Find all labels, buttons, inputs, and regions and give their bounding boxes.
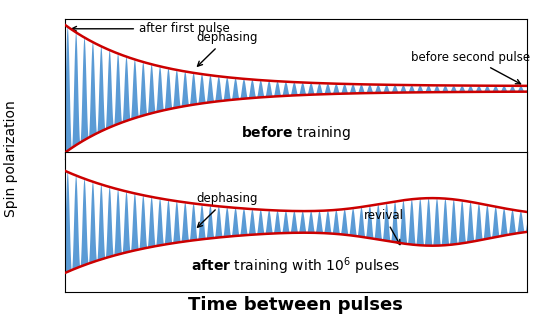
Text: after first pulse: after first pulse xyxy=(72,22,230,35)
Text: Time between pulses: Time between pulses xyxy=(188,296,403,314)
Text: dephasing: dephasing xyxy=(196,192,257,227)
Text: $\mathbf{after}$ training with $10^6$ pulses: $\mathbf{after}$ training with $10^6$ pu… xyxy=(191,256,401,277)
Text: revival: revival xyxy=(364,209,403,245)
Text: Spin polarization: Spin polarization xyxy=(4,100,18,217)
Text: $\mathbf{before}$ training: $\mathbf{before}$ training xyxy=(241,124,351,142)
Text: before second pulse: before second pulse xyxy=(412,51,531,84)
Text: dephasing: dephasing xyxy=(196,31,257,66)
